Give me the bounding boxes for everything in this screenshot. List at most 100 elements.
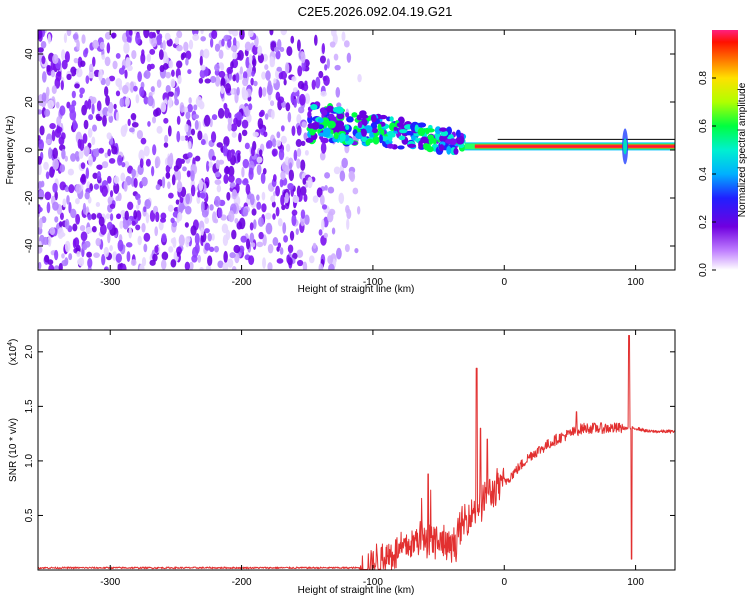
heatmap-cell [115,111,120,122]
heatmap-cell [241,129,248,137]
heatmap-cell [327,211,334,223]
heatmap-cell [228,112,232,119]
heatmap-cell [257,118,264,130]
heatmap-cell [156,30,161,35]
heatmap-cell [160,259,167,270]
heatmap-cell [285,102,291,112]
heatmap-cell [245,183,251,195]
heatmap-cell [192,33,200,41]
heatmap-cell [397,145,405,150]
heatmap-cell [150,165,155,177]
heatmap-cell [288,169,294,182]
heatmap-cell [43,161,49,171]
heatmap-cell [291,76,297,82]
heatmap-cell [261,191,266,201]
heatmap-cell [186,170,191,178]
heatmap-cell [93,183,100,190]
heatmap-cell [38,190,45,201]
heatmap-cell [145,158,151,167]
colorbar-tick-label: 0.8 [698,71,709,85]
heatmap-cell [324,172,331,179]
heatmap-cell [98,147,105,154]
heatmap-cell [161,176,166,189]
heatmap-cell [101,185,108,197]
heatmap-cell [198,179,204,192]
heatmap-cell [122,84,129,95]
heatmap-cell [209,204,214,211]
heatmap-cell [44,108,51,117]
heatmap-cell [269,100,275,107]
heatmap-cell [77,138,82,149]
heatmap-cell [297,80,305,90]
heatmap-cell [261,203,267,213]
heatmap-cell [106,132,112,140]
heatmap-cell [222,234,229,247]
heatmap-cell [356,114,363,121]
heatmap-cell [109,203,116,209]
heatmap-cell [275,50,281,60]
heatmap-cell [214,195,221,207]
heatmap-cell [336,247,342,260]
heatmap-cell [165,171,171,179]
heatmap-cell [91,225,97,233]
heatmap-cell [105,213,111,220]
heatmap-cell [253,80,258,87]
heatmap-cell [311,121,320,130]
heatmap-cell [88,63,94,74]
heatmap-cell [199,192,206,199]
heatmap-cell [228,210,235,223]
heatmap-cell [214,171,221,178]
snr-axes: -300 -200 -100 0 100 0.5 1.0 1.5 2.0 [24,330,675,588]
heatmap-cell [346,52,352,63]
heatmap-cell [440,130,449,137]
heatmap-cell [138,149,145,162]
heatmap-cell [336,112,345,120]
heatmap-cell [410,134,416,141]
heatmap-cell [135,94,140,104]
heatmap-cell [244,41,252,52]
heatmap-cell [458,143,465,149]
heatmap-cell [164,134,169,143]
heatmap-cell [231,229,237,240]
heatmap-cell [332,107,340,113]
heatmap-cell [296,114,302,125]
heatmap-cell [92,148,100,158]
colorbar-label: Normalized spectral amplitude [737,82,748,217]
heatmap-cell [266,139,273,149]
spectrogram-ytick-label: 40 [24,48,35,60]
snr-multiplier: (x104) [7,339,19,366]
heatmap-cell [300,50,305,58]
heatmap-cell [263,131,268,138]
snr-ylabel: SNR (10 * v/v) [8,418,19,482]
heatmap-cell [50,69,56,78]
heatmap-cell [357,121,363,129]
spectrogram-xtick-label: 100 [627,277,644,288]
heatmap-cell [302,261,308,270]
heatmap-cell [229,182,236,189]
heatmap-cell [313,34,318,46]
heatmap-cell [137,235,142,246]
heatmap-cell [47,259,54,265]
heatmap-cell [187,140,192,150]
heatmap-cell [232,51,238,60]
heatmap-cell [183,41,189,52]
heatmap-cell [135,224,141,231]
heatmap-cell [322,75,327,82]
heatmap-cell [287,183,294,191]
heatmap-cell [61,148,66,160]
heatmap-cell [208,161,213,168]
heatmap-cell [269,30,274,36]
heatmap-cell [176,60,183,69]
heatmap-cell [200,36,206,42]
heatmap-cell [417,122,427,128]
heatmap-cell [276,66,283,72]
heatmap-cell [192,246,199,258]
heatmap-cell [398,135,406,141]
heatmap-cell [41,216,47,224]
heatmap-cell [370,114,377,123]
snr-multiplier-base: (x10 [8,345,19,365]
heatmap-cell [272,237,279,246]
heatmap-cell [209,75,217,84]
heatmap-cell [127,201,134,211]
